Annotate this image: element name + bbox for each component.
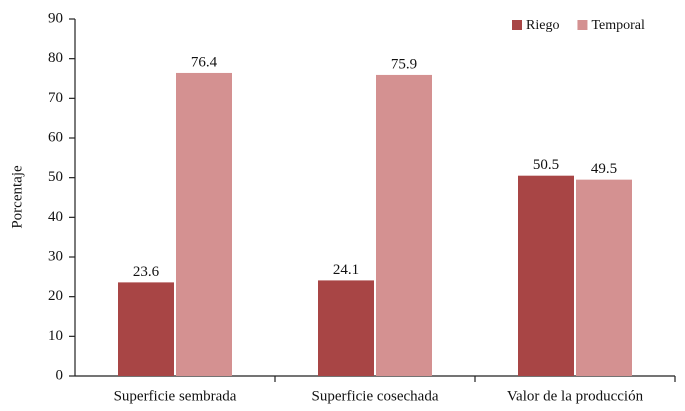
- x-tick-label: Valor de la producción: [507, 388, 644, 404]
- data-label: 75.9: [391, 56, 417, 72]
- legend-label: Temporal: [591, 18, 645, 33]
- legend-label: Riego: [526, 18, 559, 33]
- data-label: 49.5: [591, 161, 617, 177]
- y-tick-label: 30: [48, 248, 63, 264]
- bar: [118, 282, 174, 376]
- data-label: 23.6: [133, 264, 160, 280]
- y-tick-label: 0: [56, 367, 64, 383]
- y-tick-label: 60: [48, 129, 63, 145]
- y-tick-label: 50: [48, 169, 63, 185]
- x-tick-label: Superficie sembrada: [114, 388, 237, 404]
- data-label: 24.1: [333, 262, 359, 278]
- y-tick-label: 40: [48, 209, 63, 225]
- bar: [518, 175, 574, 376]
- y-tick-label: 70: [48, 90, 63, 106]
- y-tick-label: 90: [48, 10, 63, 26]
- y-axis-label: Porcentaje: [9, 165, 25, 229]
- data-label: 50.5: [533, 157, 559, 173]
- legend-swatch: [577, 20, 588, 30]
- legend-swatch: [512, 20, 522, 30]
- bar: [176, 72, 232, 377]
- data-label: 76.4: [191, 54, 218, 70]
- y-tick-label: 20: [48, 288, 63, 304]
- bar: [576, 179, 632, 376]
- bar: [376, 74, 432, 377]
- x-tick-label: Superficie cosechada: [311, 388, 438, 404]
- y-tick-label: 80: [48, 50, 63, 66]
- bar: [318, 280, 374, 376]
- y-tick-label: 10: [48, 328, 63, 344]
